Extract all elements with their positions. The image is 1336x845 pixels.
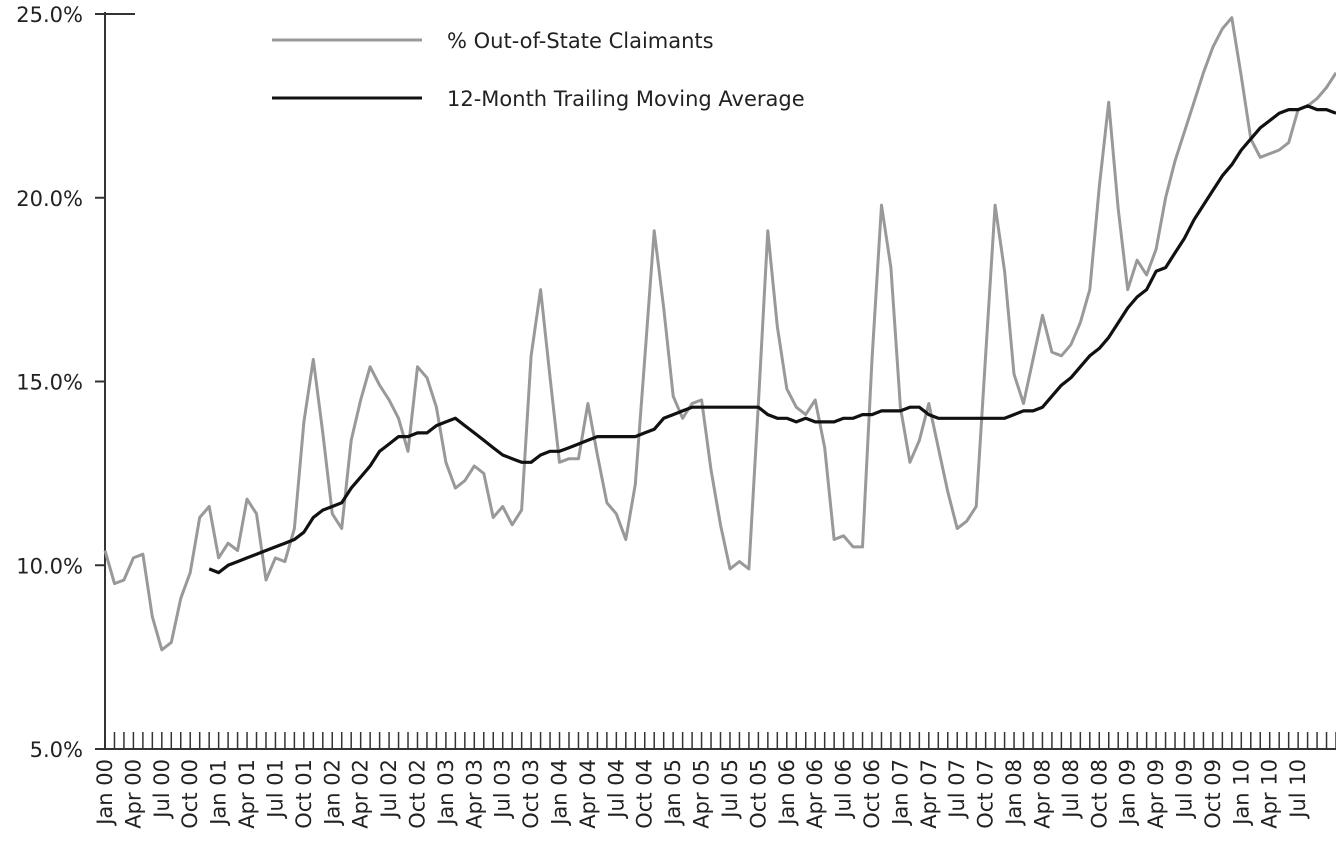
x-tick-label: Apr 07 [917, 759, 941, 829]
series-line [208, 104, 1336, 575]
x-tick-label: Oct 02 [405, 759, 429, 829]
x-tick-label: Jul 03 [491, 759, 515, 820]
x-tick-label: Jul 09 [1172, 759, 1196, 820]
x-tick-label: Jan 06 [775, 759, 799, 827]
x-tick-label: Apr 10 [1258, 759, 1282, 829]
x-tick-label: Oct 03 [519, 759, 543, 829]
x-tick-label: Jan 10 [1229, 759, 1253, 827]
x-tick-label: Oct 09 [1201, 759, 1225, 829]
x-tick-label: Oct 07 [974, 759, 998, 829]
x-tick-label: Apr 04 [576, 759, 600, 829]
x-tick-label: Jan 02 [320, 759, 344, 827]
x-tick-label: Apr 06 [803, 759, 827, 829]
x-tick-label: Jan 00 [93, 759, 117, 827]
x-tick-label: Apr 03 [462, 759, 486, 829]
x-tick-label: Jan 05 [661, 759, 685, 827]
x-tick-label: Apr 02 [349, 759, 373, 829]
x-tick-label: Jan 07 [888, 759, 912, 827]
x-tick-label: Oct 06 [860, 759, 884, 829]
x-tick-label: Apr 00 [121, 759, 145, 829]
x-tick-label: Jan 09 [1116, 759, 1140, 827]
x-tick-label: Jan 08 [1002, 759, 1026, 827]
x-tick-label: Jul 07 [945, 759, 969, 820]
x-tick-label: Oct 05 [746, 759, 770, 829]
legend-label: 12-Month Trailing Moving Average [447, 87, 805, 111]
x-tick-label: Oct 08 [1087, 759, 1111, 829]
y-tick-label: 10.0% [16, 554, 83, 578]
x-tick-label: Jul 02 [377, 759, 401, 820]
y-tick-label: 25.0% [16, 3, 83, 27]
series-line [103, 16, 1336, 652]
x-tick-label: Apr 08 [1030, 759, 1054, 829]
x-tick-label: Jan 04 [548, 759, 572, 827]
x-tick-label: Jul 06 [832, 759, 856, 820]
legend-label: % Out-of-State Claimants [447, 29, 714, 53]
x-tick-label: Jul 00 [150, 759, 174, 820]
x-tick-label: Jul 05 [718, 759, 742, 820]
x-tick-label: Jan 03 [434, 759, 458, 827]
y-tick-label: 20.0% [16, 187, 83, 211]
x-tick-label: Apr 01 [235, 759, 259, 829]
x-tick-label: Oct 01 [292, 759, 316, 829]
x-tick-label: Apr 05 [690, 759, 714, 829]
x-tick-label: Oct 04 [633, 759, 657, 829]
x-tick-label: Apr 09 [1144, 759, 1168, 829]
y-tick-label: 15.0% [16, 371, 83, 395]
x-tick-label: Jul 04 [604, 759, 628, 820]
x-tick-label: Oct 00 [178, 759, 202, 829]
x-tick-label: Jul 08 [1059, 759, 1083, 820]
y-tick-label: 5.0% [30, 738, 83, 762]
x-tick-label: Jul 01 [263, 759, 287, 820]
x-tick-label: Jan 01 [207, 759, 231, 827]
x-tick-label: Jul 10 [1286, 759, 1310, 820]
